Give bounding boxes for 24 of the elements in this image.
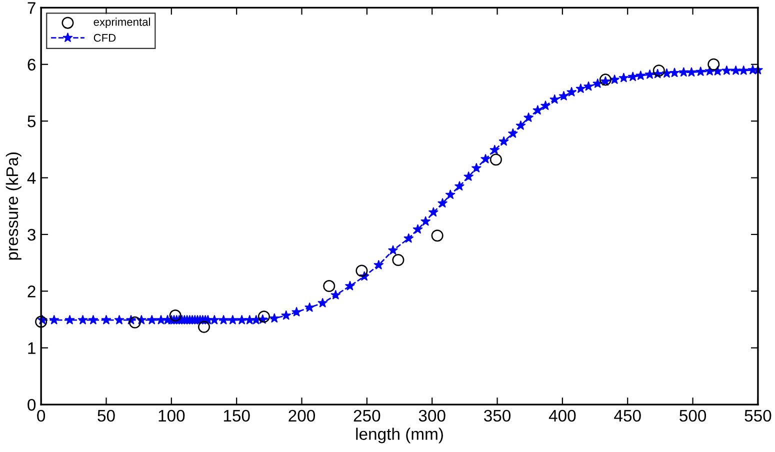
legend-label: CFD [94, 34, 116, 42]
x-tick-label: 300 [418, 410, 446, 422]
y-axis-title: pressure (kPa) [6, 152, 22, 260]
x-tick-label: 400 [548, 410, 576, 422]
y-tick-label: 0 [28, 398, 36, 411]
x-tick-label: 450 [614, 410, 641, 422]
legend-label: exprimental [94, 18, 150, 28]
x-tick-label: 350 [484, 410, 511, 422]
y-tick-label: 7 [28, 2, 36, 14]
y-tick-label: 3 [28, 228, 36, 241]
y-tick-label: 6 [28, 58, 36, 71]
x-tick-label: 500 [680, 410, 706, 422]
x-tick-label: 200 [288, 410, 316, 422]
x-axis-title: length (mm) [356, 428, 443, 444]
x-tick-label: 0 [37, 410, 46, 422]
x-tick-label: 100 [158, 410, 185, 422]
x-tick-label: 250 [354, 410, 380, 422]
y-tick-label: 1 [28, 342, 36, 354]
x-tick-label: 150 [224, 410, 250, 422]
x-tick-label: 550 [744, 410, 772, 422]
y-tick-label: 5 [28, 116, 36, 128]
x-tick-label: 50 [98, 410, 115, 422]
y-tick-label: 4 [27, 172, 36, 184]
y-tick-label: 2 [28, 286, 36, 298]
